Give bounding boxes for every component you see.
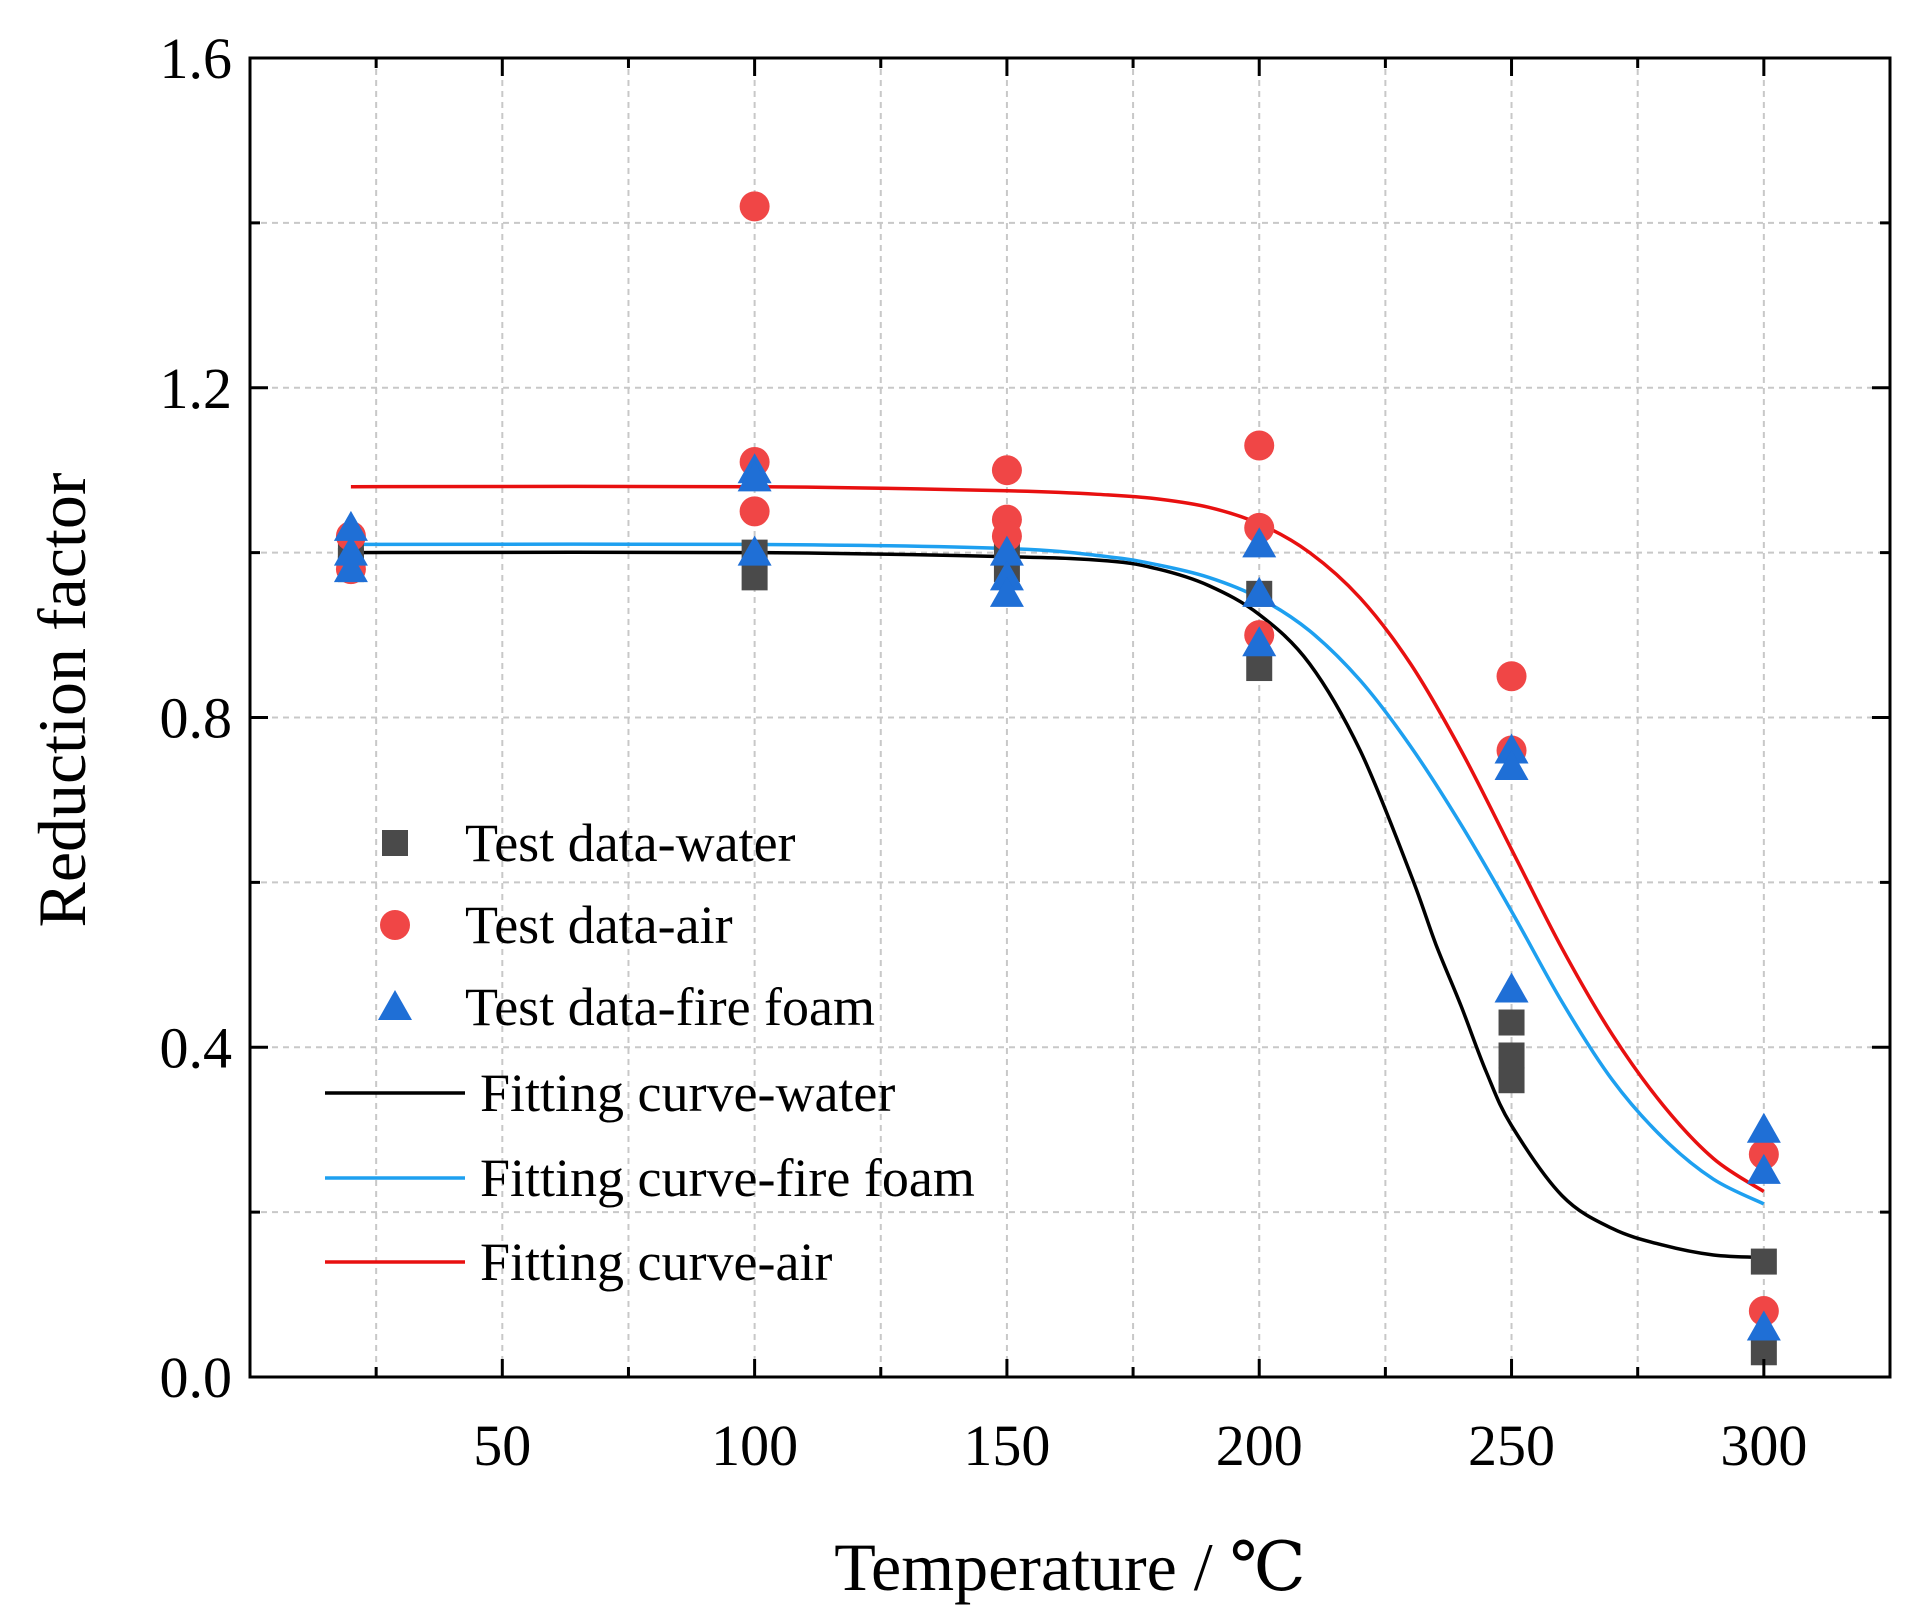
data-point-test-data-fire-foam	[1242, 626, 1277, 657]
legend-label-test-data-water: Test data-water	[465, 813, 796, 873]
data-point-test-data-fire-foam	[1494, 749, 1529, 780]
data-point-test-data-water	[1246, 655, 1273, 682]
data-point-test-data-fire-foam	[989, 560, 1024, 591]
data-point-test-data-fire-foam	[333, 552, 368, 583]
legend-label-fitting-curve-water: Fitting curve-water	[480, 1063, 895, 1123]
series-line-fitting-curve-air	[350, 484, 1765, 1193]
y-tick-label: 0.4	[160, 1015, 233, 1080]
data-point-test-data-air	[1496, 661, 1527, 692]
x-tick-label: 250	[1468, 1413, 1555, 1478]
data-point-test-data-water	[1498, 1042, 1525, 1069]
data-point-test-data-fire-foam	[1494, 733, 1529, 764]
y-axis-title: Reduction factor	[24, 472, 100, 927]
y-tick-label: 0.8	[160, 686, 233, 751]
series-line-fitting-curve-fire-foam	[350, 542, 1765, 1206]
data-point-test-data-fire-foam	[1242, 527, 1277, 558]
data-point-test-data-water	[1750, 1248, 1777, 1275]
data-point-test-data-fire-foam	[333, 510, 368, 541]
legend-swatch-test-data-air	[380, 910, 410, 940]
data-markers	[333, 191, 1781, 1366]
data-point-test-data-fire-foam	[1494, 972, 1529, 1003]
data-point-test-data-air	[1244, 430, 1275, 461]
x-tick-label: 150	[963, 1413, 1050, 1478]
data-point-test-data-water	[1498, 1009, 1525, 1036]
data-point-test-data-fire-foam	[1746, 1112, 1781, 1143]
data-point-test-data-fire-foam	[989, 535, 1024, 566]
legend-label-test-data-fire-foam: Test data-fire foam	[465, 977, 875, 1037]
x-tick-label: 200	[1216, 1413, 1303, 1478]
legend-label-fitting-curve-air: Fitting curve-air	[480, 1232, 832, 1292]
x-axis-title: Temperature / ℃	[834, 1529, 1306, 1605]
legend-swatch-test-data-fire-foam	[378, 990, 412, 1020]
x-tick-label: 50	[473, 1413, 531, 1478]
legend-label-fitting-curve-fire-foam: Fitting curve-fire foam	[480, 1148, 975, 1208]
data-point-test-data-fire-foam	[333, 535, 368, 566]
data-point-test-data-water	[741, 564, 768, 591]
data-point-test-data-air	[991, 455, 1022, 486]
data-point-test-data-fire-foam	[1746, 1153, 1781, 1184]
y-tick-label: 1.2	[160, 356, 233, 421]
legend-swatch-test-data-water	[382, 830, 408, 856]
data-point-test-data-fire-foam	[737, 535, 772, 566]
data-point-test-data-fire-foam	[737, 461, 772, 492]
y-tick-label: 0.0	[160, 1345, 233, 1410]
fitting-curves	[350, 484, 1765, 1260]
data-point-test-data-water	[1498, 1067, 1525, 1094]
tick-labels: 50 100 150 200 250 300 0.0 0.4 0.8 1.2 1.6	[160, 26, 1808, 1478]
grid	[250, 58, 1890, 1377]
data-point-test-data-fire-foam	[1746, 1310, 1781, 1341]
legend-label-test-data-air: Test data-air	[465, 895, 733, 955]
x-tick-label: 100	[711, 1413, 798, 1478]
legend: Test data-water Test data-air Test data-fi…	[325, 813, 975, 1292]
data-point-test-data-fire-foam	[1242, 576, 1277, 607]
data-point-test-data-fire-foam	[989, 576, 1024, 607]
x-tick-label: 300	[1720, 1413, 1807, 1478]
axis-ticks	[250, 56, 1890, 1379]
y-tick-label: 1.6	[160, 26, 233, 91]
data-point-test-data-air	[739, 191, 770, 222]
data-point-test-data-air	[739, 496, 770, 527]
series-line-fitting-curve-water	[350, 550, 1764, 1260]
